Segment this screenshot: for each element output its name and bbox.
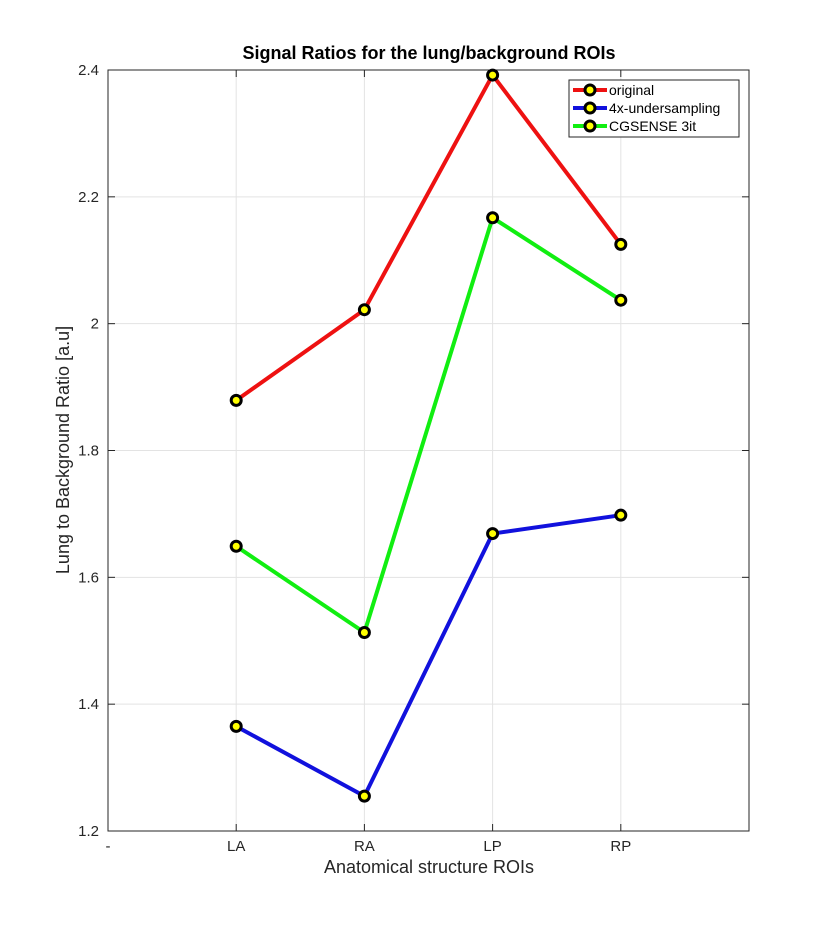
series-cgsense-3it	[229, 211, 628, 640]
legend-marker	[583, 83, 597, 97]
data-point	[229, 393, 243, 407]
data-point	[614, 293, 628, 307]
grid-lines	[108, 70, 749, 831]
data-point	[229, 539, 243, 553]
data-point	[486, 211, 500, 225]
data-point	[357, 626, 371, 640]
x-tick-label: LP	[483, 838, 501, 855]
y-tick-label: 2	[91, 316, 99, 333]
series-line-original	[234, 73, 623, 403]
x-axis-label: Anatomical structure ROIs	[324, 857, 534, 877]
y-tick-label: 2.4	[78, 62, 99, 79]
data-point	[229, 719, 243, 733]
legend-label: 4x-undersampling	[609, 100, 720, 116]
data-point	[486, 68, 500, 82]
y-tick-label: 2.2	[78, 189, 99, 206]
y-tick-label: 1.6	[78, 569, 99, 586]
series-lines	[229, 68, 628, 803]
data-point	[614, 237, 628, 251]
legend-marker	[583, 119, 597, 133]
x-tick-label: RP	[610, 838, 631, 855]
legend: original 4x-undersampling CGSENSE 3it	[568, 79, 740, 138]
data-point	[614, 508, 628, 522]
legend-entry: CGSENSE 3it	[573, 118, 696, 134]
x-tick-label: -	[106, 838, 111, 855]
legend-marker	[583, 101, 597, 115]
chart-title: Signal Ratios for the lung/background RO…	[242, 43, 615, 63]
y-tick-label: 1.2	[78, 823, 99, 840]
x-tick-label: LA	[227, 838, 245, 855]
legend-entry: 4x-undersampling	[573, 100, 720, 116]
data-point	[357, 789, 371, 803]
x-tick-label: RA	[354, 838, 375, 855]
data-point	[357, 303, 371, 317]
legend-label: original	[609, 82, 654, 98]
legend-entry: original	[573, 82, 654, 98]
data-point	[486, 527, 500, 541]
series-line-cgsense-3it	[234, 215, 623, 635]
series-4x-undersampling	[229, 508, 628, 803]
axis-ticks: - LA RA LP RP 1.2 1.4 1.6 1.8 2 2.2 2.4	[78, 62, 749, 855]
y-tick-label: 1.8	[78, 443, 99, 460]
y-tick-label: 1.4	[78, 696, 99, 713]
series-original	[229, 68, 628, 407]
series-line-4x-undersampling	[234, 513, 623, 799]
legend-label: CGSENSE 3it	[609, 118, 696, 134]
y-axis-label: Lung to Background Ratio [a.u]	[53, 326, 73, 574]
